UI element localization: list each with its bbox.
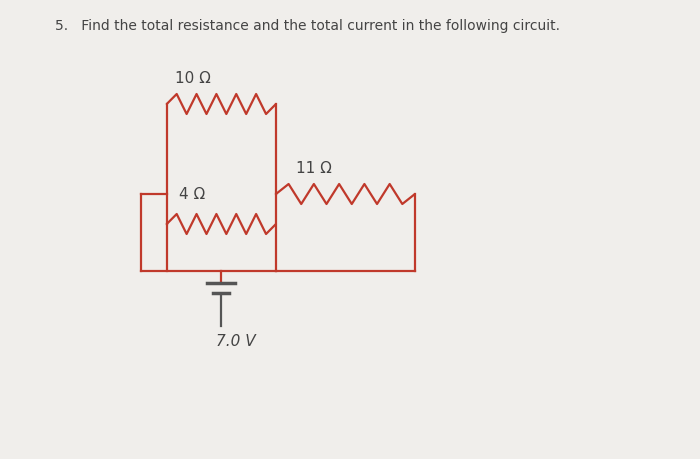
Text: 11 Ω: 11 Ω [296,161,332,176]
Text: 4 Ω: 4 Ω [178,187,205,202]
Text: 10 Ω: 10 Ω [175,71,211,86]
Text: 5.   Find the total resistance and the total current in the following circuit.: 5. Find the total resistance and the tot… [55,19,559,33]
Text: 7.0 V: 7.0 V [216,334,256,349]
